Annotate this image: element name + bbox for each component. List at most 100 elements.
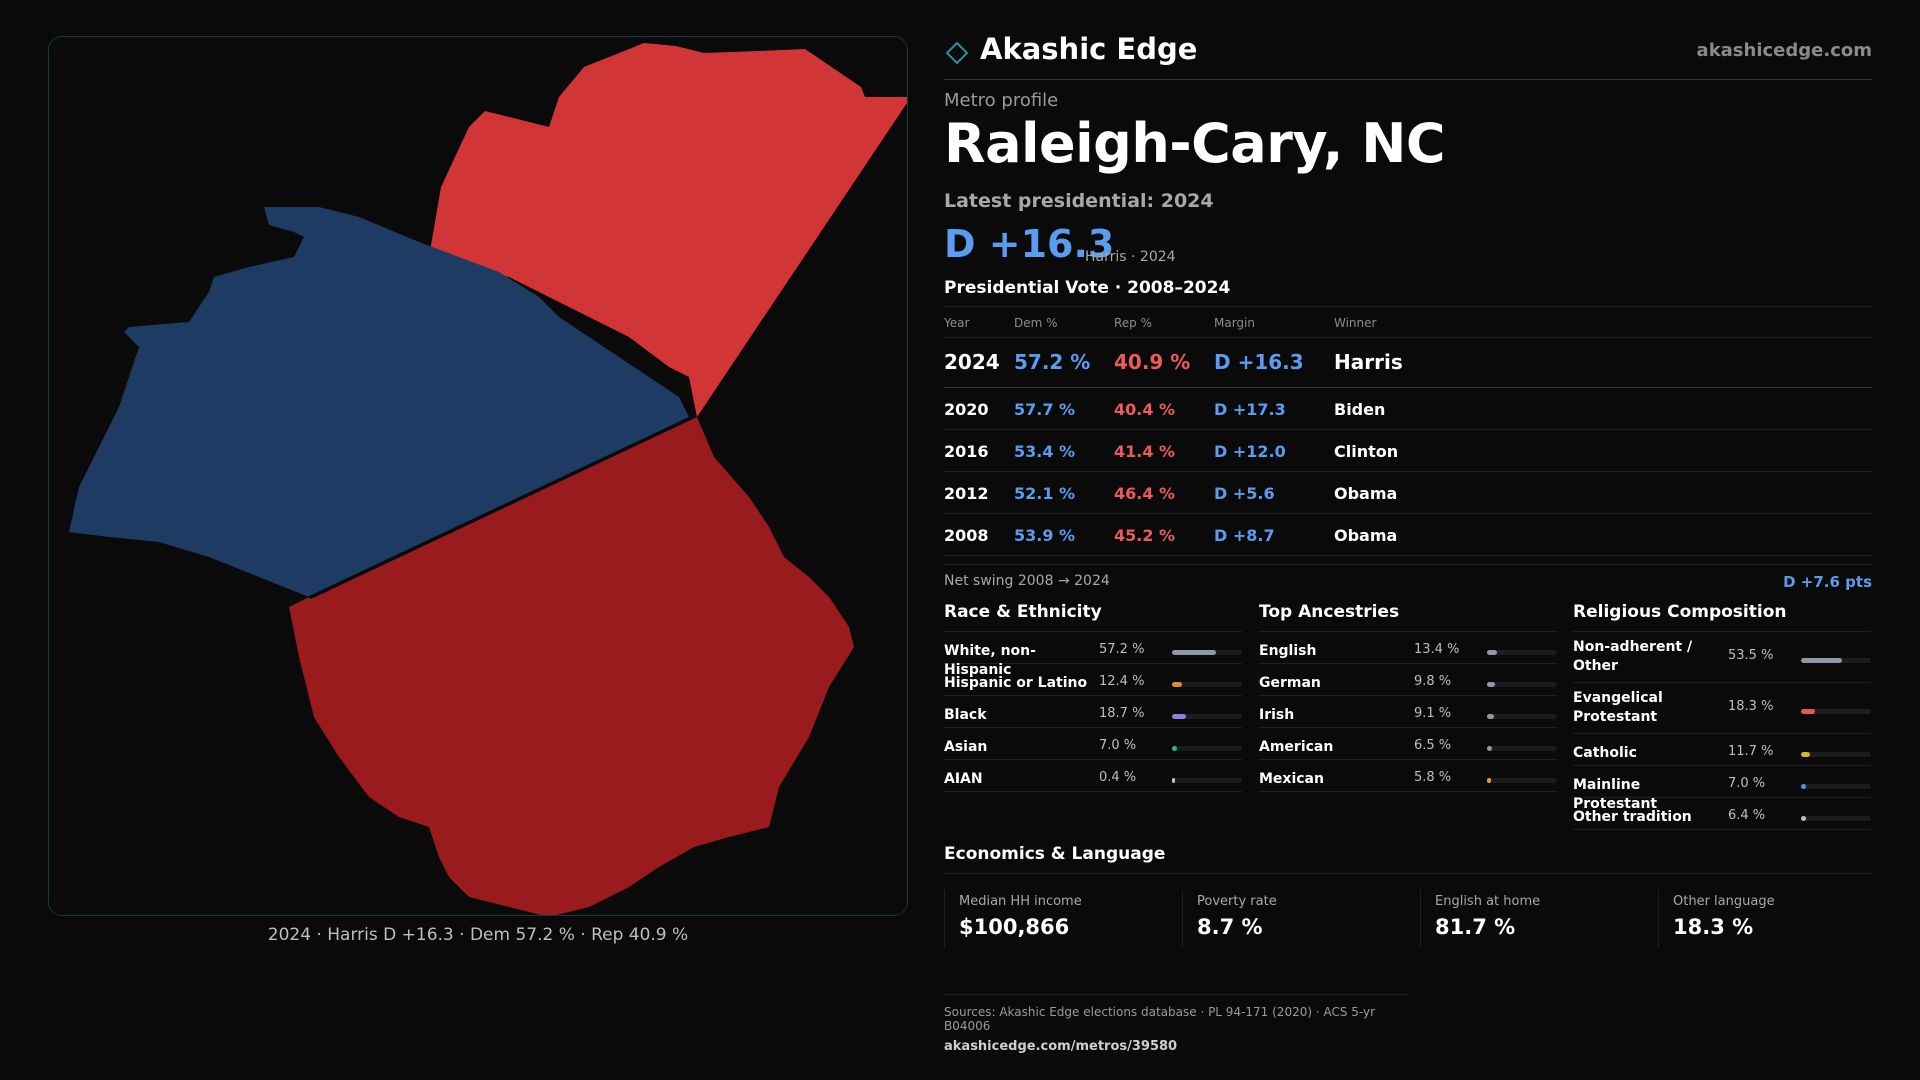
list-item: English 13.4 % [1259, 632, 1557, 664]
ancestries-title: Top Ancestries [1259, 602, 1557, 632]
stat-value: 18.3 % [1673, 915, 1754, 939]
share-bar-fill [1801, 752, 1810, 757]
religion-section: Religious Composition Non-adherent / Oth… [1573, 602, 1871, 830]
stat-other-language: Other language 18.3 % [1658, 890, 1882, 948]
share-bar-track [1172, 714, 1242, 719]
share-bar-fill [1801, 658, 1843, 663]
stat-poverty-rate: Poverty rate 8.7 % [1182, 890, 1406, 948]
metro-profile-panel: Akashic Edge akashicedge.com Metro profi… [944, 0, 1872, 1080]
cell-margin: D +8.7 [1214, 526, 1275, 545]
share-bar-fill [1801, 784, 1807, 789]
list-item: AIAN 0.4 % [944, 760, 1242, 792]
latest-margin-sub: Harris · 2024 [1085, 249, 1176, 265]
share-bar-track [1172, 746, 1242, 751]
cell-rep: 40.4 % [1114, 400, 1176, 419]
brand-name: Akashic Edge [980, 32, 1198, 66]
share-bar-track [1801, 816, 1871, 821]
list-item: Hispanic or Latino 12.4 % [944, 664, 1242, 696]
item-percent: 18.7 % [1099, 706, 1145, 721]
item-percent: 18.3 % [1728, 699, 1774, 714]
item-percent: 11.7 % [1728, 744, 1774, 759]
list-item: Mainline Protestant 7.0 % [1573, 766, 1871, 812]
county-map-svg [69, 43, 908, 915]
net-swing-label: Net swing 2008 → 2024 [944, 573, 1110, 589]
item-label: Irish [1259, 707, 1295, 723]
cell-year: 2012 [944, 484, 989, 503]
metro-map [48, 36, 908, 916]
list-item: American 6.5 % [1259, 728, 1557, 760]
cell-year: 2008 [944, 526, 989, 545]
share-bar-fill [1801, 709, 1816, 714]
share-bar-track [1172, 778, 1242, 783]
ancestries-section: Top Ancestries English 13.4 % German 9.8 % I… [1259, 602, 1557, 792]
cell-margin: D +12.0 [1214, 442, 1286, 461]
share-bar-track [1487, 714, 1557, 719]
cell-rep: 45.2 % [1114, 526, 1176, 545]
cell-rep: 41.4 % [1114, 442, 1176, 461]
item-percent: 6.5 % [1414, 738, 1452, 753]
item-label: Hispanic or Latino [944, 675, 1088, 691]
list-item: Non-adherent / Other 53.5 % [1573, 632, 1871, 683]
share-bar-fill [1487, 682, 1495, 687]
table-row: 2020 57.7 % 40.4 % D +17.3 Biden [944, 388, 1872, 430]
footer-sources: Sources: Akashic Edge elections database… [944, 1005, 1376, 1033]
share-bar-track [1487, 746, 1557, 751]
column-header-margin: Margin [1214, 316, 1255, 330]
share-bar-track [1487, 682, 1557, 687]
list-item: Catholic 11.7 % [1573, 734, 1871, 766]
cell-dem: 57.2 % [1014, 350, 1091, 374]
item-label: Other tradition [1573, 809, 1692, 825]
table-header: Year Dem % Rep % Margin Winner [944, 306, 1872, 338]
cell-winner: Harris [1334, 350, 1403, 374]
list-item: German 9.8 % [1259, 664, 1557, 696]
table-row: 2012 52.1 % 46.4 % D +5.6 Obama [944, 472, 1872, 514]
item-label: Evangelical Protestant [1573, 690, 1663, 725]
cell-dem: 53.4 % [1014, 442, 1076, 461]
list-item: White, non-Hispanic 57.2 % [944, 632, 1242, 678]
item-label: AIAN [944, 771, 983, 787]
stat-label: Median HH income [959, 894, 1082, 909]
share-bar-track [1801, 784, 1871, 789]
share-bar-fill [1172, 650, 1217, 655]
share-bar-fill [1172, 778, 1175, 783]
column-header-winner: Winner [1334, 316, 1377, 330]
footer-url-link[interactable]: akashicedge.com/metros/39580 [944, 1039, 1178, 1054]
share-bar-fill [1487, 746, 1492, 751]
share-bar-fill [1172, 714, 1187, 719]
presidential-vote-heading: Presidential Vote · 2008–2024 [944, 278, 1231, 298]
item-label: German [1259, 675, 1321, 691]
stat-value: $100,866 [959, 915, 1070, 939]
list-item: Black 18.7 % [944, 696, 1242, 728]
item-label: Catholic [1573, 745, 1637, 761]
table-row: 2016 53.4 % 41.4 % D +12.0 Clinton [944, 430, 1872, 472]
diamond-logo-icon [946, 42, 968, 64]
item-percent: 9.1 % [1414, 706, 1452, 721]
cell-winner: Biden [1334, 400, 1386, 419]
item-percent: 6.4 % [1728, 808, 1766, 823]
map-caption: 2024 · Harris D +16.3 · Dem 57.2 % · Rep… [267, 925, 689, 945]
cell-year: 2016 [944, 442, 989, 461]
page-title: Raleigh-Cary, NC [944, 112, 1446, 175]
brand-url-link[interactable]: akashicedge.com [1696, 40, 1872, 61]
column-header-rep: Rep % [1114, 316, 1153, 330]
net-swing-value: D +7.6 pts [1783, 573, 1872, 591]
item-label: American [1259, 739, 1334, 755]
county-shape-northeast[interactable] [429, 43, 908, 417]
item-label: White, non-Hispanic [944, 643, 1036, 678]
latest-presidential-label: Latest presidential: 2024 [944, 190, 1214, 212]
share-bar-fill [1172, 746, 1178, 751]
share-bar-fill [1801, 816, 1806, 821]
cell-margin: D +16.3 [1214, 350, 1304, 374]
county-border-sliver [307, 417, 697, 599]
list-item: Irish 9.1 % [1259, 696, 1557, 728]
stat-label: Poverty rate [1197, 894, 1277, 909]
stat-label: English at home [1435, 894, 1541, 909]
share-bar-fill [1172, 682, 1182, 687]
item-label: Black [944, 707, 987, 723]
share-bar-fill [1487, 650, 1498, 655]
list-item: Evangelical Protestant 18.3 % [1573, 683, 1871, 734]
ancestry-list: English 13.4 % German 9.8 % Irish 9.1 % Americ… [1259, 632, 1557, 792]
item-percent: 9.8 % [1414, 674, 1452, 689]
share-bar-track [1487, 778, 1557, 783]
county-shape-west[interactable] [69, 207, 689, 597]
